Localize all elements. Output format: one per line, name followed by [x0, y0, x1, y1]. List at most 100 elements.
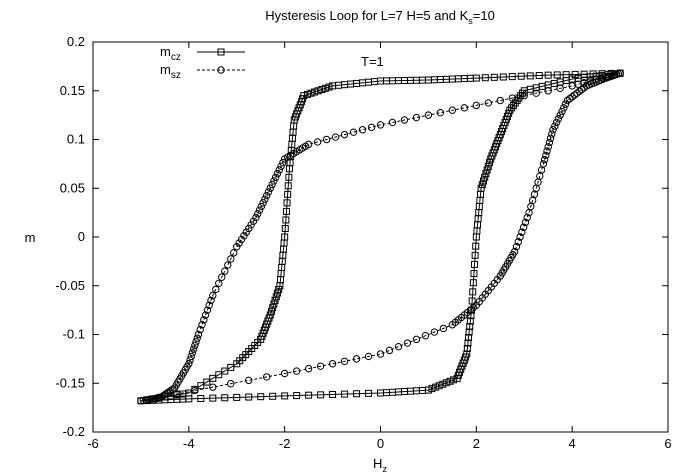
- data-point-msz: [400, 116, 409, 124]
- data-point-msz: [221, 267, 229, 275]
- data-point-mcz: [424, 386, 432, 394]
- data-point-mcz: [269, 304, 277, 312]
- data-point-msz: [367, 123, 376, 132]
- data-point-mcz: [481, 74, 489, 82]
- data-point-mcz: [329, 82, 337, 90]
- data-point-mcz: [221, 367, 229, 375]
- data-point-msz: [352, 355, 361, 363]
- data-point-mcz: [283, 199, 291, 207]
- data-point-mcz: [293, 392, 301, 400]
- data-point-msz: [275, 166, 283, 174]
- data-point-mcz: [341, 390, 349, 398]
- data-point-mcz: [480, 177, 488, 185]
- data-point-msz: [242, 228, 251, 236]
- data-point-mcz: [526, 72, 534, 80]
- data-point-msz: [551, 122, 559, 130]
- data-point-mcz: [544, 71, 552, 79]
- data-point-msz: [139, 396, 148, 405]
- data-point-mcz: [472, 242, 480, 250]
- data-point-msz: [566, 94, 574, 103]
- data-point-msz: [271, 173, 280, 181]
- data-point-mcz: [463, 345, 471, 353]
- data-point-msz: [521, 218, 530, 227]
- data-point-mcz: [464, 339, 472, 347]
- data-point-mcz: [284, 190, 292, 198]
- data-point-msz: [227, 380, 235, 388]
- data-point-msz: [558, 107, 566, 116]
- data-point-msz: [394, 342, 403, 351]
- data-point-msz: [530, 190, 539, 199]
- data-point-msz: [187, 352, 195, 361]
- data-point-mcz: [307, 89, 315, 97]
- y-tick-label: 0.2: [67, 34, 85, 49]
- y-tick-label: 0: [78, 229, 85, 244]
- data-point-mcz: [314, 87, 322, 95]
- data-point-msz: [364, 352, 373, 361]
- data-point-msz: [189, 345, 198, 353]
- data-point-mcz: [442, 379, 450, 387]
- data-point-mcz: [215, 371, 223, 379]
- chart-title-sub: s: [468, 16, 473, 26]
- data-point-msz: [568, 82, 576, 90]
- y-tick-label: -0.15: [55, 375, 85, 390]
- data-point-msz: [227, 255, 235, 263]
- data-point-msz: [252, 213, 260, 222]
- data-point-msz: [254, 210, 262, 218]
- data-point-mcz: [517, 92, 525, 100]
- data-point-msz: [560, 104, 568, 112]
- data-point-msz: [539, 160, 548, 168]
- data-point-msz: [520, 91, 528, 100]
- data-point-msz: [331, 133, 340, 141]
- data-point-msz: [209, 291, 217, 300]
- x-axis-label: Hz: [373, 456, 387, 474]
- data-point-mcz: [269, 392, 277, 400]
- data-point-msz: [358, 126, 367, 134]
- data-point-msz: [412, 335, 421, 344]
- data-point-mcz: [318, 86, 326, 94]
- data-point-mcz: [311, 88, 319, 96]
- data-point-mcz: [466, 317, 474, 325]
- data-point-mcz: [329, 390, 337, 398]
- x-tick-label: 2: [473, 436, 480, 451]
- series-mcz: [137, 69, 624, 405]
- data-point-mcz: [197, 382, 205, 390]
- data-point-mcz: [506, 106, 514, 114]
- data-point-mcz: [197, 394, 205, 402]
- data-point-msz: [328, 360, 337, 368]
- data-point-msz: [544, 87, 552, 95]
- data-point-msz: [249, 217, 258, 225]
- legend-marker-msz: [217, 66, 225, 74]
- data-point-msz: [188, 349, 197, 357]
- data-point-mcz: [353, 390, 361, 398]
- data-point-msz: [144, 396, 152, 404]
- data-point-mcz: [482, 170, 490, 178]
- data-point-mcz: [466, 323, 474, 331]
- data-point-mcz: [465, 334, 473, 342]
- data-point-msz: [403, 339, 412, 347]
- x-tick-label: 6: [664, 436, 671, 451]
- data-point-mcz: [276, 282, 284, 290]
- data-point-msz: [385, 346, 394, 355]
- y-tick-label: -0.05: [55, 278, 85, 293]
- data-point-msz: [245, 376, 253, 385]
- data-point-msz: [209, 383, 217, 391]
- data-point-msz: [173, 390, 181, 398]
- series-line-mcz: [140, 72, 621, 402]
- data-point-msz: [542, 151, 550, 160]
- data-point-msz: [349, 128, 358, 136]
- data-point-msz: [196, 325, 204, 334]
- data-point-msz: [257, 202, 266, 211]
- data-point-msz: [201, 311, 210, 319]
- data-point-msz: [279, 158, 287, 167]
- data-point-mcz: [221, 394, 229, 402]
- data-point-mcz: [317, 391, 325, 399]
- x-axis-label-sub: z: [382, 464, 387, 474]
- data-point-mcz: [303, 90, 311, 98]
- data-point-msz: [556, 84, 564, 93]
- data-point-mcz: [471, 251, 479, 259]
- data-point-msz: [262, 191, 271, 200]
- data-point-msz: [540, 155, 549, 164]
- data-point-mcz: [285, 173, 293, 181]
- data-point-msz: [203, 306, 212, 314]
